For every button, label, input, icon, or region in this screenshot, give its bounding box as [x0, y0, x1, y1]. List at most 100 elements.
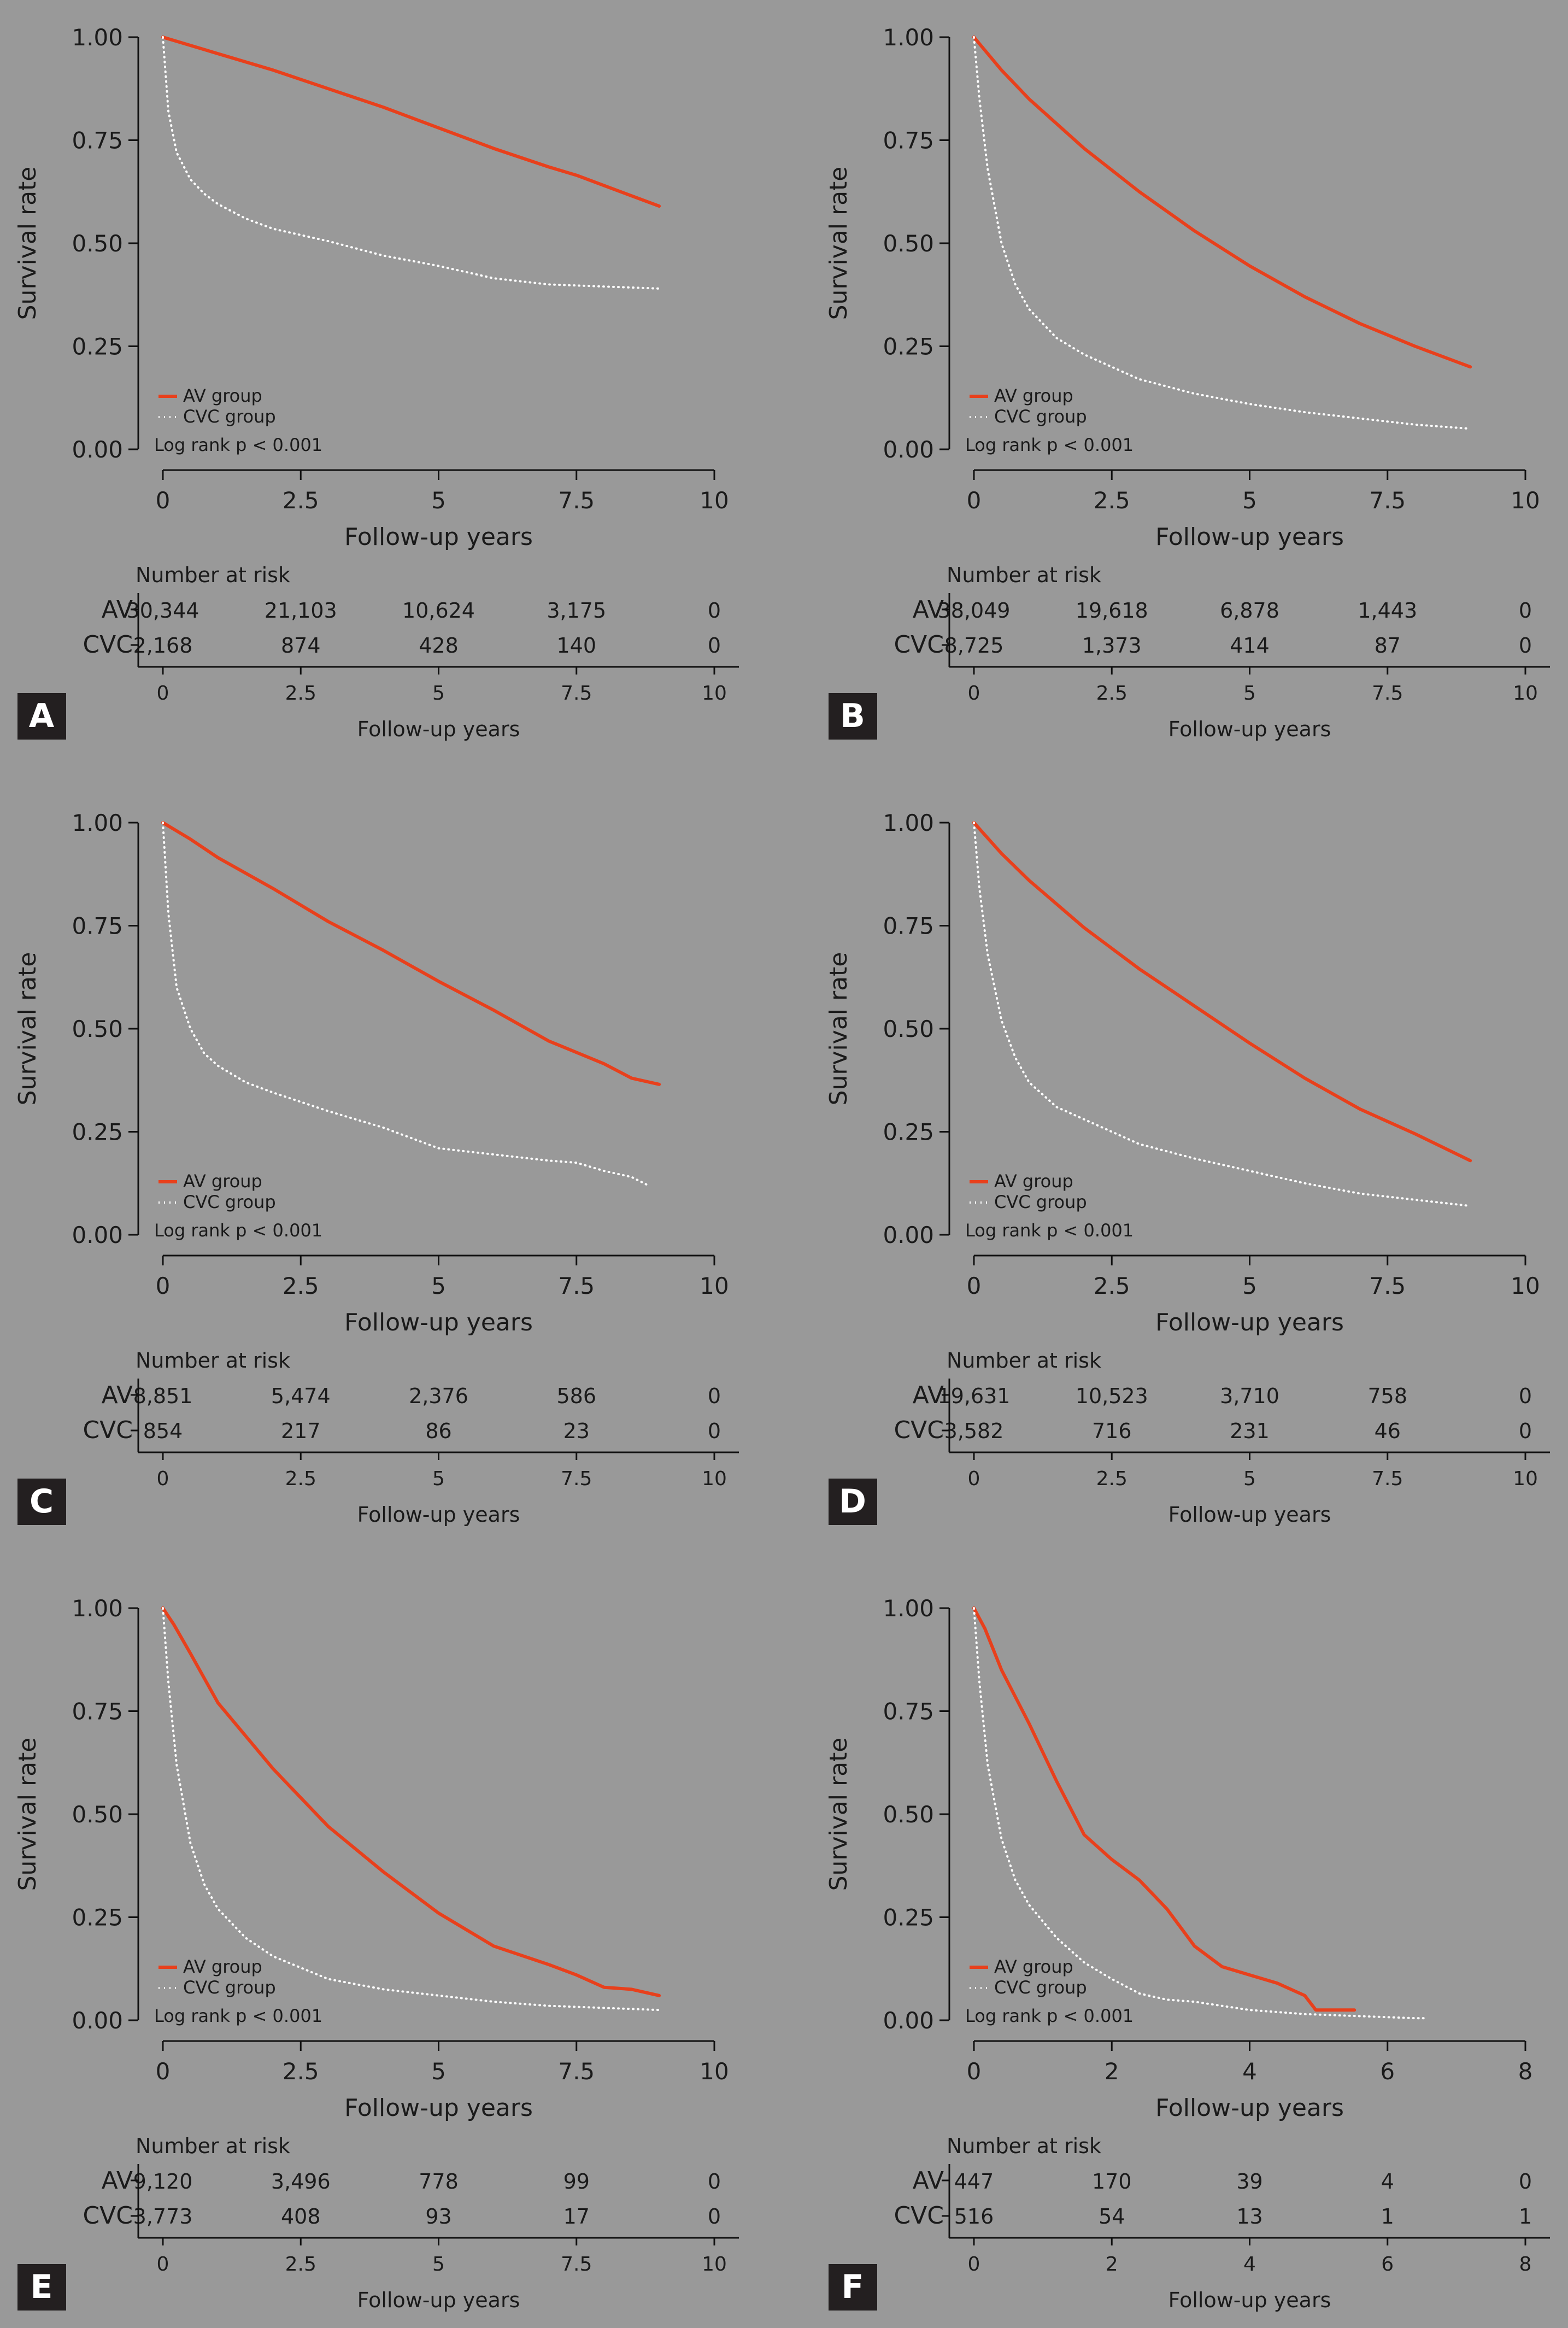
risk-x-axis-label: Follow-up years: [357, 717, 520, 741]
risk-table-title: Number at risk: [136, 2134, 290, 2158]
risk-value: 6,878: [1220, 599, 1279, 623]
x-axis-label: Follow-up years: [1155, 2094, 1344, 2122]
panel-label: A: [29, 697, 55, 735]
legend-label: CVC group: [994, 406, 1087, 427]
risk-value: 21,103: [265, 599, 337, 623]
x-tick-label: 10: [1511, 487, 1540, 514]
y-tick-label: 0.25: [883, 1119, 934, 1146]
panel-b: 0.00 0.25 0.50 0.75 1.00 Survival rate 0 2.5 5 7.…: [825, 24, 1550, 741]
x-tick-label: 0: [156, 1273, 171, 1299]
panel-label-badge: [829, 1479, 877, 1525]
risk-table-title: Number at risk: [947, 1348, 1101, 1373]
risk-value: 19,631: [938, 1384, 1011, 1408]
risk-value: 99: [563, 2169, 590, 2194]
risk-value: 217: [281, 1419, 321, 1443]
risk-x-tick-label: 7.5: [561, 682, 592, 705]
risk-value: 408: [281, 2204, 321, 2229]
legend-label: CVC group: [183, 406, 276, 427]
panel-label: B: [840, 697, 865, 735]
risk-x-axis-label: Follow-up years: [357, 2288, 520, 2312]
risk-value: 3,773: [133, 2204, 193, 2229]
risk-value: 3,582: [944, 1419, 1004, 1443]
av-group-curve: [972, 1606, 1356, 2012]
risk-value: 1,443: [1358, 599, 1417, 623]
cvc-group-curve: [162, 1607, 661, 2012]
risk-x-tick-label: 7.5: [561, 2253, 592, 2276]
risk-value: 0: [708, 599, 721, 623]
panel-label-badge: [829, 2264, 877, 2311]
risk-row-label: CVC: [894, 631, 944, 659]
risk-value: 2,376: [409, 1384, 468, 1408]
x-tick-label: 0: [967, 2058, 982, 2085]
risk-x-tick-label: 0: [157, 1468, 169, 1490]
risk-x-tick-label: 2.5: [1096, 1468, 1127, 1490]
risk-value: 854: [143, 1419, 183, 1443]
x-tick-label: 5: [431, 1273, 446, 1299]
av-group-curve: [161, 1606, 661, 1997]
risk-x-tick-label: 5: [432, 2253, 445, 2276]
x-tick-label: 10: [1511, 1273, 1540, 1299]
risk-value: 1,373: [1082, 634, 1142, 658]
y-tick-label: 0.50: [72, 1801, 123, 1828]
risk-row-label: AV: [913, 1381, 944, 1409]
risk-table-title: Number at risk: [136, 1348, 290, 1373]
risk-x-tick-label: 10: [702, 682, 727, 705]
risk-value: 54: [1099, 2204, 1125, 2229]
av-group-curve: [972, 821, 1472, 1163]
risk-value: 516: [954, 2204, 994, 2229]
y-tick-label: 0.50: [72, 230, 123, 257]
y-tick-label: 0.50: [883, 1016, 934, 1042]
y-tick-label: 0.75: [883, 127, 934, 154]
risk-x-tick-label: 2.5: [285, 682, 316, 705]
risk-row-label: CVC: [894, 2202, 944, 2230]
log-rank-label: Log rank p < 0.001: [154, 1220, 322, 1241]
x-tick-label: 2.5: [283, 487, 319, 514]
risk-value: 778: [419, 2169, 459, 2194]
y-tick-label: 0.00: [72, 1222, 123, 1248]
y-axis-label: Survival rate: [14, 167, 42, 320]
risk-table-title: Number at risk: [947, 2134, 1101, 2158]
y-tick-label: 0.50: [883, 230, 934, 257]
risk-value: 0: [708, 2204, 721, 2229]
risk-value: 0: [708, 1419, 721, 1443]
y-tick-label: 0.00: [883, 1222, 934, 1248]
risk-value: 874: [281, 634, 321, 658]
y-tick-label: 0.25: [72, 1904, 123, 1931]
cvc-group-curve: [973, 822, 1472, 1207]
av-group-curve: [972, 36, 1472, 369]
y-axis-label: Survival rate: [14, 1738, 42, 1891]
risk-row-label: AV: [102, 596, 133, 624]
risk-x-axis-label: Follow-up years: [1168, 2288, 1331, 2312]
panel-label-badge: [829, 693, 877, 740]
x-tick-label: 0: [156, 2058, 171, 2085]
x-tick-label: 0: [967, 1273, 982, 1299]
y-axis-label: Survival rate: [825, 167, 853, 320]
risk-x-tick-label: 10: [1513, 1468, 1538, 1490]
risk-row-label: CVC: [894, 1416, 944, 1444]
panel-c: 0.00 0.25 0.50 0.75 1.00 Survival rate 0 2.5 5 7.…: [14, 810, 739, 1527]
x-tick-label: 7.5: [558, 1273, 595, 1299]
risk-value: 38,049: [938, 599, 1011, 623]
risk-x-axis-label: Follow-up years: [1168, 1503, 1331, 1527]
risk-x-tick-label: 2.5: [285, 2253, 316, 2276]
x-axis-label: Follow-up years: [1155, 1309, 1344, 1336]
risk-value: 1: [1519, 2204, 1532, 2229]
risk-value: 0: [708, 2169, 721, 2194]
y-tick-label: 1.00: [883, 810, 934, 836]
panel-label: F: [842, 2268, 864, 2306]
x-tick-label: 0: [156, 487, 171, 514]
y-tick-label: 1.00: [883, 1595, 934, 1622]
risk-x-tick-label: 0: [157, 682, 169, 705]
risk-row-label: CVC: [83, 2202, 133, 2230]
risk-value: 8,851: [133, 1384, 193, 1408]
legend-label: CVC group: [994, 1192, 1087, 1212]
panel-label-badge: [17, 693, 66, 740]
risk-x-tick-label: 7.5: [1372, 682, 1403, 705]
risk-value: 1: [1381, 2204, 1394, 2229]
risk-x-axis-label: Follow-up years: [357, 1503, 520, 1527]
legend-label: AV group: [183, 385, 262, 406]
panel-label-badge: [17, 1479, 66, 1525]
x-tick-label: 4: [1242, 2058, 1257, 2085]
risk-value: 3,496: [271, 2169, 331, 2194]
